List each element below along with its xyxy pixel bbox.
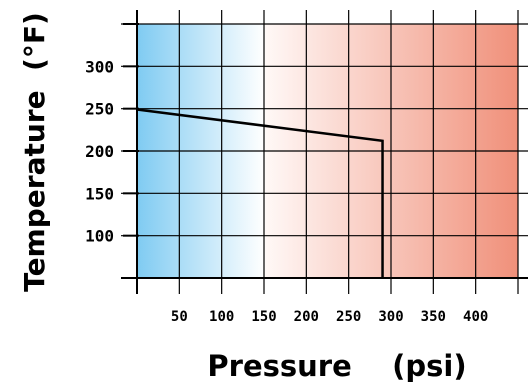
y-tick-label: 300: [85, 57, 114, 76]
y-tick-label: 250: [85, 100, 114, 119]
x-tick-label: 150: [251, 309, 276, 325]
x-tick-label: 200: [294, 309, 319, 325]
x-tick-labels: 50 100 150 200 250 300 350 400: [171, 309, 488, 325]
x-tick-label: 100: [209, 309, 234, 325]
x-tick-label: 350: [421, 309, 446, 325]
x-tick-label: 250: [336, 309, 361, 325]
y-tick-labels: 100 150 200 250 300: [85, 57, 114, 245]
y-tick-label: 150: [85, 184, 114, 203]
y-axis-title: Temperature (°F): [18, 12, 51, 292]
y-tick-label: 100: [85, 227, 114, 246]
x-tick-label: 400: [463, 309, 488, 325]
x-tick-label: 300: [378, 309, 403, 325]
tick-marks: [123, 23, 139, 279]
series-line: [136, 108, 384, 278]
data-series: [136, 108, 384, 278]
x-axis-title: Pressure (psi): [207, 349, 466, 383]
x-tick-label: 50: [171, 309, 188, 325]
y-tick-label: 200: [85, 142, 114, 161]
